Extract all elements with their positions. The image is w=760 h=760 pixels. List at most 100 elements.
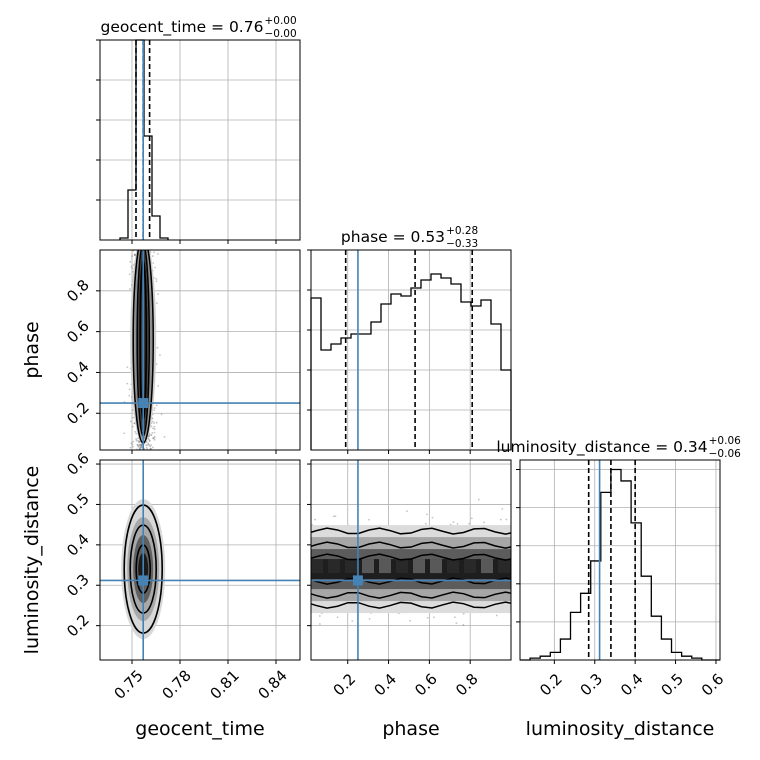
joint-content xyxy=(311,460,511,660)
contour-line xyxy=(311,591,511,599)
scatter-point xyxy=(129,446,132,449)
title-superscript: +0.28 xyxy=(446,225,478,237)
x-tick-label: 0.3 xyxy=(577,670,607,700)
y-tick-label: 0.2 xyxy=(63,398,93,428)
x-tick-label: 0.78 xyxy=(159,667,195,703)
y-tick-label: 0.2 xyxy=(63,611,93,641)
title-superscript: +0.06 xyxy=(709,435,741,447)
x-axis-label: phase xyxy=(382,718,439,740)
scatter-point xyxy=(431,516,434,519)
scatter-point xyxy=(135,432,138,435)
scatter-point xyxy=(153,438,156,441)
x-axis-label: luminosity_distance xyxy=(526,718,715,740)
scatter-point xyxy=(129,260,132,263)
scatter-point xyxy=(136,444,139,446)
scatter-point xyxy=(137,441,140,444)
contour-line xyxy=(311,601,511,609)
scatter-point xyxy=(155,278,158,280)
x-tick-label: 0.2 xyxy=(536,670,566,700)
scatter-point xyxy=(351,620,354,622)
histogram-step xyxy=(310,273,512,450)
contour-line xyxy=(311,541,511,549)
histogram-title: luminosity_distance = 0.34 xyxy=(496,438,707,457)
scatter-point xyxy=(456,522,459,525)
scatter-point xyxy=(151,446,154,449)
density-block xyxy=(430,559,442,574)
density-block xyxy=(498,559,510,574)
x-tick-label: 0.4 xyxy=(617,670,647,700)
scatter-point xyxy=(150,434,153,437)
title-subscript: −0.33 xyxy=(446,238,478,250)
scatter-point xyxy=(495,614,498,617)
scatter-point xyxy=(128,273,131,276)
scatter-point xyxy=(136,437,139,440)
scatter-point xyxy=(126,366,129,369)
scatter-point xyxy=(452,521,455,524)
scatter-point xyxy=(314,518,316,521)
scatter-point xyxy=(426,616,429,619)
scatter-point xyxy=(159,354,161,357)
scatter-point xyxy=(454,616,456,619)
scatter-point xyxy=(148,434,151,437)
x-tick-label: 0.4 xyxy=(370,670,400,700)
density-level xyxy=(311,559,511,580)
scatter-point xyxy=(150,425,153,428)
scatter-point xyxy=(137,444,140,447)
scatter-point xyxy=(477,498,480,501)
panel-frame xyxy=(99,249,301,451)
scatter-point xyxy=(134,254,136,257)
histogram-panel-phase: phase = 0.53 +0.28−0.33 xyxy=(307,225,512,451)
x-tick-label: 0.81 xyxy=(207,667,243,703)
histogram-step xyxy=(520,468,720,661)
scatter-point xyxy=(150,444,153,446)
scatter-point xyxy=(153,409,155,412)
scatter-point xyxy=(131,409,134,411)
scatter-point xyxy=(499,518,502,521)
contour-line xyxy=(311,553,511,561)
panel-frame xyxy=(99,39,301,241)
scatter-point xyxy=(137,445,139,448)
scatter-point xyxy=(156,346,159,349)
joint-content xyxy=(100,460,300,660)
joint-panel-geocent_time-phase xyxy=(99,249,301,451)
scatter-point xyxy=(409,619,411,622)
scatter-point xyxy=(152,262,155,264)
scatter-point xyxy=(153,422,156,424)
histogram-title: geocent_time = 0.76 xyxy=(101,18,264,37)
scatter-point xyxy=(148,439,151,442)
scatter-point xyxy=(483,521,485,524)
scatter-point xyxy=(148,444,151,447)
x-tick-label: 0.6 xyxy=(698,670,728,700)
scatter-point xyxy=(131,255,133,257)
scatter-point xyxy=(129,420,132,423)
scatter-point xyxy=(151,417,154,420)
scatter-point xyxy=(140,446,143,449)
scatter-point xyxy=(406,510,408,513)
scatter-point xyxy=(336,616,339,619)
x-tick-label: 0.2 xyxy=(330,670,360,700)
scatter-point xyxy=(137,440,140,442)
y-axis-label: luminosity_distance xyxy=(21,466,43,655)
scatter-point xyxy=(131,267,134,270)
scatter-point xyxy=(123,432,126,435)
scatter-point xyxy=(319,623,321,625)
x-tick-label: 0.75 xyxy=(111,667,147,703)
scatter-point xyxy=(151,432,154,434)
density-block xyxy=(328,559,340,574)
truth-marker xyxy=(138,575,149,586)
density-block xyxy=(396,559,408,574)
y-tick-label: 0.6 xyxy=(63,449,93,479)
scatter-point xyxy=(146,444,149,446)
scatter-point xyxy=(501,508,504,510)
scatter-point xyxy=(130,396,133,398)
scatter-point xyxy=(126,382,129,385)
scatter-point xyxy=(148,440,151,442)
scatter-point xyxy=(163,436,166,438)
title-superscript: +0.00 xyxy=(264,15,296,27)
x-tick-label: 0.84 xyxy=(255,667,291,703)
scatter-point xyxy=(138,444,141,447)
joint-content xyxy=(100,250,300,450)
scatter-point xyxy=(147,443,150,446)
title-subscript: −0.06 xyxy=(709,448,741,460)
